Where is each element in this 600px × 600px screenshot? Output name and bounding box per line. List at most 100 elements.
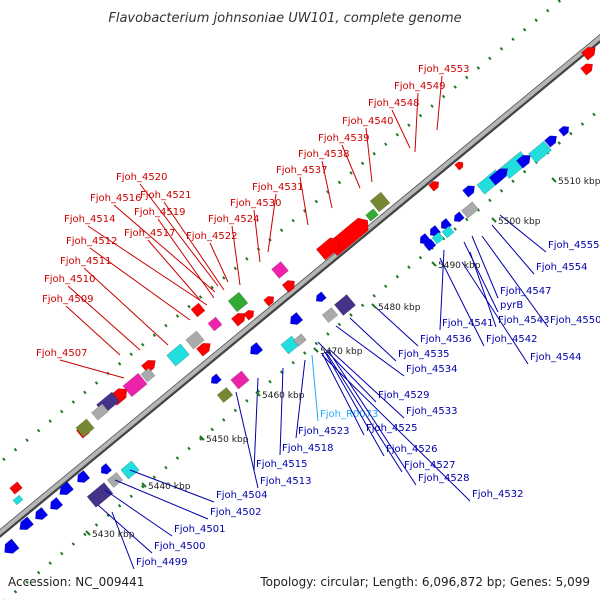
lower-gene-leader-line <box>97 504 153 554</box>
gene-feature <box>315 237 340 261</box>
lower-gene-leader-line <box>481 235 549 328</box>
gene-feature <box>196 342 211 357</box>
lower-gene-label: pyrB <box>500 300 523 311</box>
upper-gene-label: Fjoh_4538 <box>298 149 349 160</box>
upper-gene-leader-line <box>436 75 443 131</box>
upper-gene-leader-line <box>59 359 125 379</box>
lower-gene-label: Fjoh_4550 <box>550 315 600 326</box>
lower-gene-leader-line <box>349 317 397 362</box>
gene-feature <box>263 296 275 307</box>
lower-gene-label: Fjoh_4526 <box>386 444 437 455</box>
gene-feature <box>250 341 264 355</box>
kbp-tick-label: 5470 kbp <box>320 347 363 357</box>
lower-gene-leader-line <box>253 377 259 472</box>
lower-gene-label: Fjoh_4529 <box>378 390 429 401</box>
lower-gene-label: Fjoh_4532 <box>472 489 523 500</box>
gene-feature <box>86 482 114 508</box>
lower-gene-leader-line <box>311 354 319 422</box>
gene-feature <box>91 403 109 421</box>
upper-gene-leader-line <box>321 160 333 209</box>
gene-feature <box>290 311 304 325</box>
upper-gene-label: Fjoh_4520 <box>116 172 167 183</box>
upper-gene-leader-line <box>365 127 373 183</box>
upper-gene-label: Fjoh_4531 <box>252 182 303 193</box>
upper-gene-leader-line <box>157 218 215 299</box>
gene-feature <box>315 291 327 302</box>
genome-backbone <box>0 34 600 536</box>
upper-gene-leader-line <box>231 225 241 286</box>
upper-gene-label: Fjoh_4537 <box>276 165 327 176</box>
upper-gene-leader-line <box>113 204 216 293</box>
gene-feature <box>207 316 223 332</box>
gene-feature <box>210 373 222 384</box>
gene-feature <box>281 280 295 294</box>
lower-gene-label: Fjoh_4515 <box>256 459 307 470</box>
gene-feature <box>230 370 250 390</box>
lower-gene-label: Fjoh_4502 <box>210 507 261 518</box>
gene-feature <box>100 462 113 475</box>
gene-feature <box>293 333 307 347</box>
kbp-tick-label: 5480 kbp <box>378 303 421 313</box>
gene-feature <box>231 312 246 327</box>
lower-gene-label: Fjoh_4500 <box>154 541 205 552</box>
gene-feature <box>441 225 455 239</box>
lower-gene-label: Fjoh_4554 <box>536 262 587 273</box>
gene-feature <box>4 538 20 554</box>
upper-gene-label: Fjoh_4517 <box>124 228 175 239</box>
lower-gene-label: Fjoh_4536 <box>420 334 471 345</box>
gene-feature <box>454 161 464 171</box>
kbp-tick-label: 5440 kbp <box>148 482 191 492</box>
kbp-tick-mark <box>371 303 377 309</box>
upper-gene-leader-line <box>253 209 261 263</box>
gene-feature <box>9 481 23 495</box>
gene-feature <box>528 140 552 164</box>
upper-gene-leader-line <box>163 201 225 291</box>
gene-feature <box>321 306 339 324</box>
kbp-tick-mark <box>255 391 261 397</box>
kbp-tick-label: 5500 kbp <box>498 217 541 227</box>
upper-gene-label: Fjoh_4519 <box>134 207 185 218</box>
upper-gene-label: Fjoh_4530 <box>230 198 281 209</box>
gene-feature <box>35 506 49 520</box>
upper-gene-label: Fjoh_4512 <box>66 236 117 247</box>
upper-gene-label: Fjoh_4549 <box>394 81 445 92</box>
accession-text: Accession: NC_009441 <box>8 575 144 589</box>
lower-gene-label: Fjoh_R0073 <box>320 409 378 420</box>
lower-gene-label: Fjoh_4523 <box>298 426 349 437</box>
lower-gene-leader-line <box>439 257 485 347</box>
lower-gene-leader-line <box>321 354 471 502</box>
lower-gene-label: Fjoh_4513 <box>260 476 311 487</box>
upper-gene-label: Fjoh_4522 <box>186 231 237 242</box>
gene-feature <box>166 343 190 367</box>
lower-gene-leader-line <box>327 349 417 486</box>
upper-gene-leader-line <box>65 305 121 356</box>
upper-gene-label: Fjoh_4514 <box>64 214 115 225</box>
lower-gene-leader-line <box>129 469 215 503</box>
gene-feature <box>431 231 445 245</box>
gene-feature <box>423 238 437 252</box>
lower-gene-leader-line <box>491 224 535 275</box>
lower-gene-label: Fjoh_4504 <box>216 490 267 501</box>
lower-gene-label: Fjoh_4525 <box>366 423 417 434</box>
gene-feature <box>50 496 64 510</box>
upper-gene-leader-line <box>209 242 229 283</box>
lower-gene-leader-line <box>335 325 405 377</box>
lower-gene-leader-line <box>114 479 209 520</box>
gene-feature <box>488 168 509 186</box>
gene-feature <box>365 208 379 222</box>
kbp-tick-label: 5430 kbp <box>92 530 135 540</box>
lower-gene-leader-line <box>471 235 499 299</box>
gene-feature <box>122 372 148 398</box>
upper-gene-label: Fjoh_4510 <box>44 274 95 285</box>
gene-feature <box>369 191 391 213</box>
gene-feature <box>453 211 465 222</box>
gene-feature <box>558 126 570 137</box>
outer-tick-track <box>0 0 563 465</box>
gene-feature <box>216 386 234 404</box>
lower-gene-label: Fjoh_4535 <box>398 349 449 360</box>
gene-feature <box>59 481 74 496</box>
upper-gene-leader-line <box>83 267 169 346</box>
lower-gene-leader-line <box>104 489 173 537</box>
lower-gene-label: Fjoh_4533 <box>406 406 457 417</box>
